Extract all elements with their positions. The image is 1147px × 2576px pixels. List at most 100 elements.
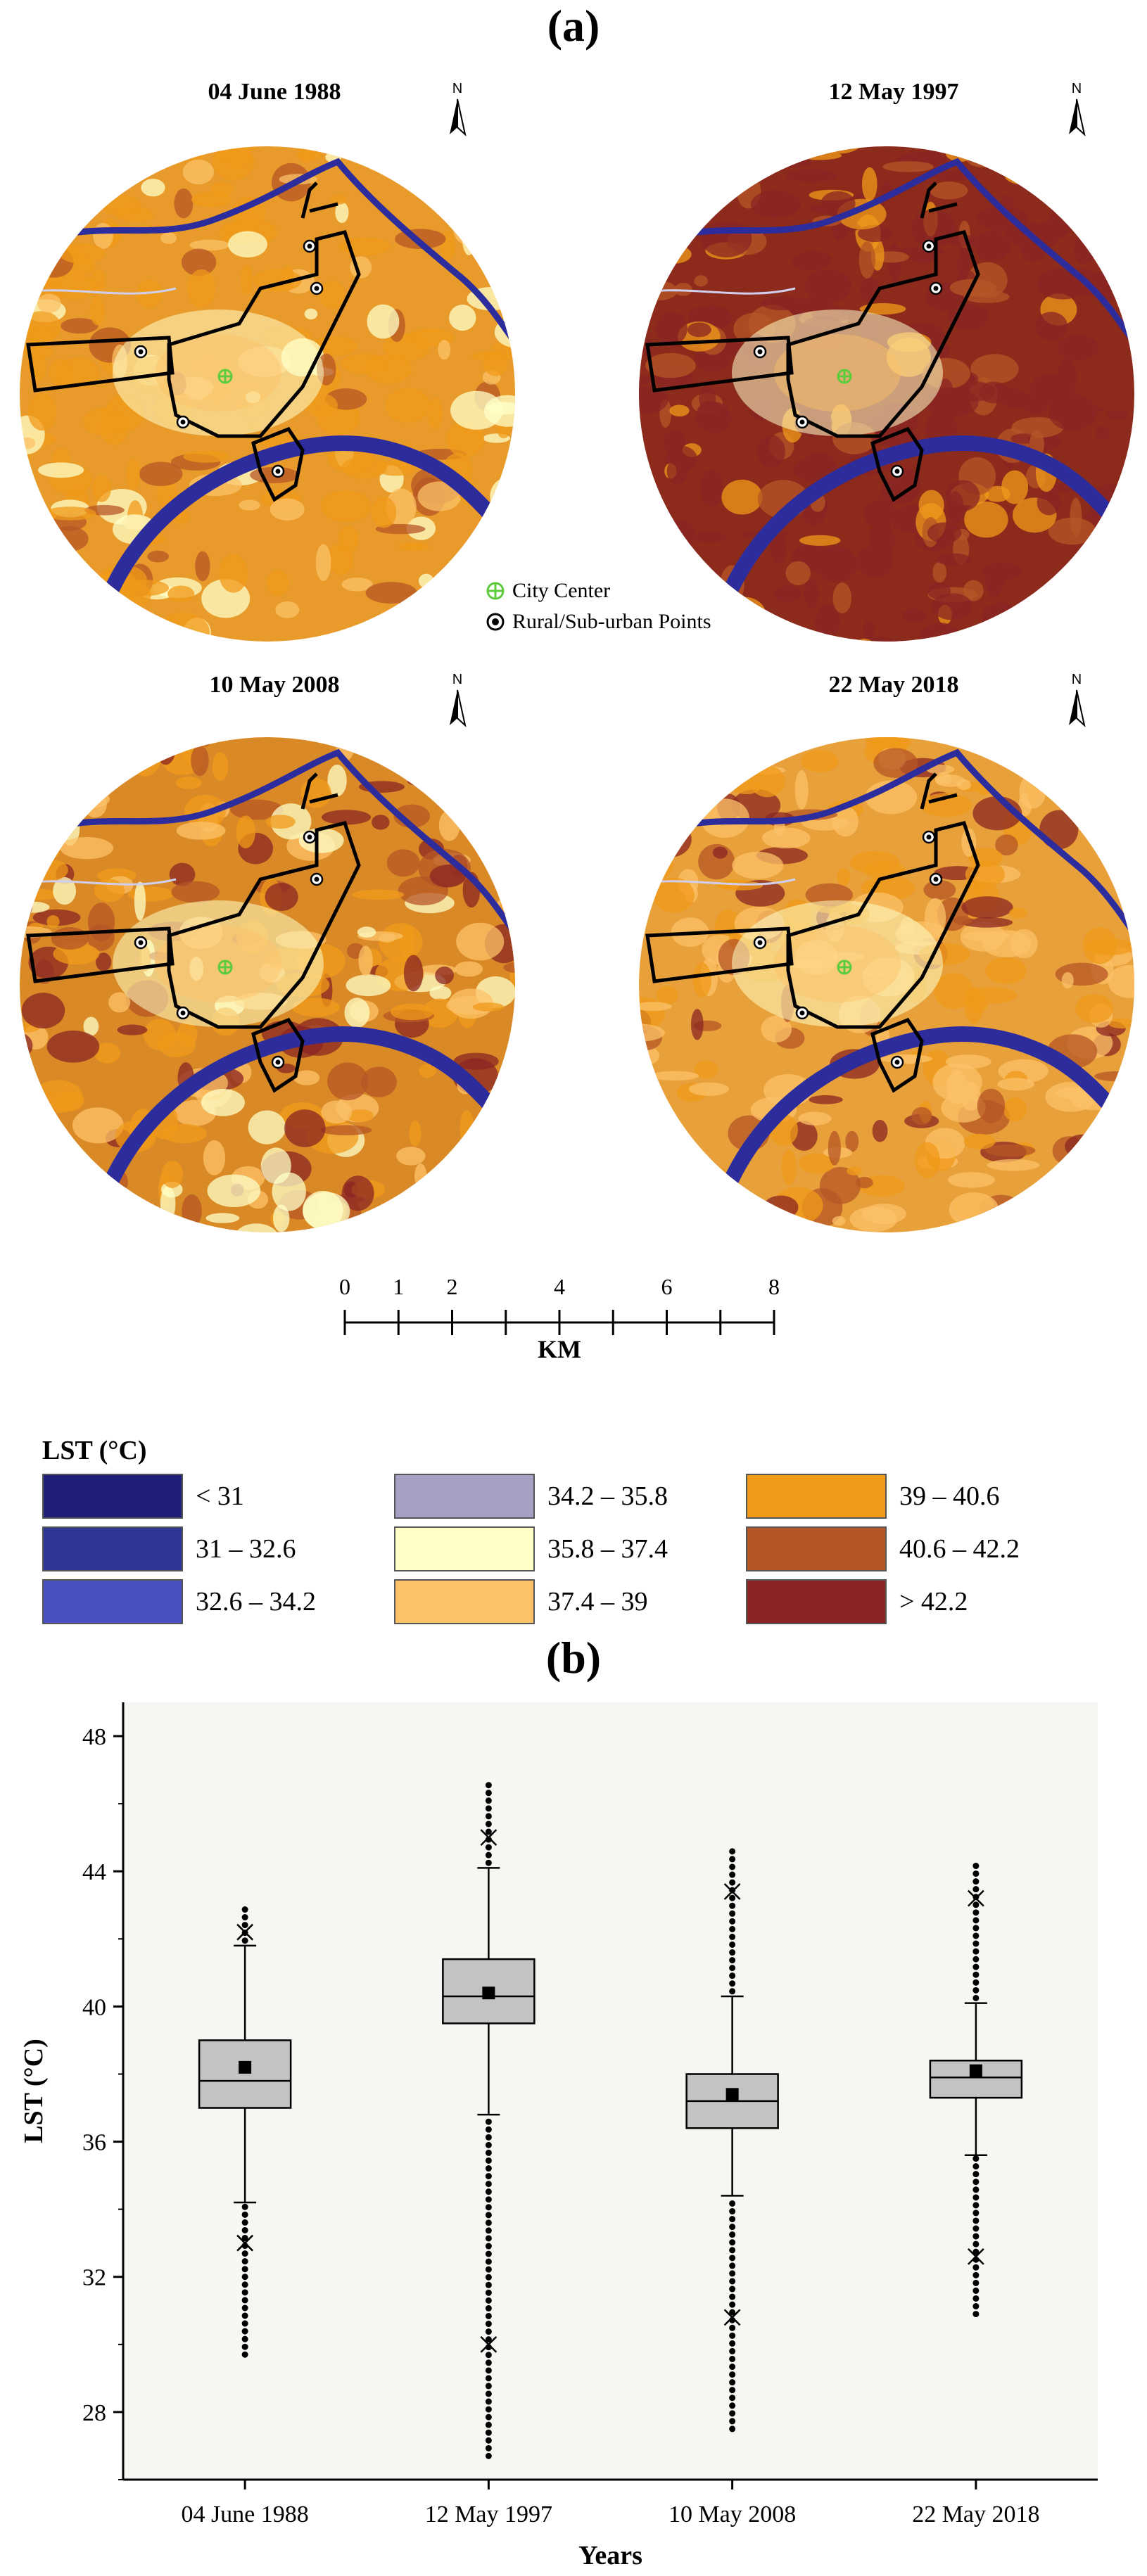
outlier-point	[485, 2126, 492, 2133]
outlier-point	[485, 2219, 492, 2226]
outlier-point	[972, 2279, 980, 2286]
outlier-point	[729, 2387, 736, 2394]
outlier-point	[485, 2149, 492, 2156]
river	[84, 435, 515, 642]
north-label: N	[1071, 672, 1082, 687]
outlier-point	[485, 2437, 492, 2444]
map-title-2018: 22 May 2018	[828, 672, 959, 698]
suburb-boundary	[251, 426, 305, 502]
outlier-point	[729, 1941, 736, 1948]
outlier-point	[729, 1848, 736, 1855]
city-center-icon	[486, 581, 505, 601]
x-tick-label: 22 May 2018	[912, 2501, 1039, 2527]
outlier-point	[485, 2134, 492, 2141]
outlier-point	[241, 2289, 248, 2296]
outlier-point	[485, 2235, 492, 2242]
scale-tick-label: 8	[768, 1274, 780, 1299]
outlier-point	[729, 2278, 736, 2285]
y-axis-label: LST (°C)	[19, 2039, 49, 2143]
lst-legend-label: 35.8 – 37.4	[547, 1534, 668, 1564]
outlier-point	[241, 2234, 248, 2241]
outlier-point	[729, 2301, 736, 2308]
river	[639, 748, 1134, 952]
city-boundary	[786, 230, 980, 438]
district-boundary	[26, 336, 175, 393]
outlier-point	[729, 2309, 736, 2316]
north-arrow-icon: N	[1063, 81, 1091, 144]
lst-boxplot: 28 32 36 40 44 48 04 June 1988 12 May 1997 10 Ma…	[19, 1702, 1098, 2570]
outlier-point	[972, 1940, 980, 1947]
lst-legend-swatch	[746, 1474, 887, 1519]
north-label: N	[452, 81, 463, 96]
percentile-marker	[967, 2248, 984, 2265]
scale-unit-label: KM	[538, 1335, 581, 1363]
outlier-point	[485, 2312, 492, 2319]
outlier-point	[485, 1790, 492, 1797]
lst-legend-label: 34.2 – 35.8	[547, 1481, 668, 1511]
suburb-boundary	[870, 1017, 924, 1093]
x-axis-label: Years	[578, 2541, 642, 2570]
district-boundary	[645, 926, 794, 983]
outlier-point	[729, 2293, 736, 2300]
outlier-point	[485, 2321, 492, 2328]
city-boundary	[167, 230, 361, 438]
outlier-point	[485, 2266, 492, 2273]
outlier-point	[729, 2371, 736, 2378]
percentile-marker	[723, 2309, 741, 2326]
outlier-point	[485, 1797, 492, 1804]
lst-legend-item: < 31	[42, 1474, 244, 1519]
rural-points-label: Rural/Sub-urban Points	[512, 610, 711, 633]
outlier-point	[729, 2347, 736, 2354]
scale-tick-label: 4	[554, 1274, 565, 1299]
outlier-point	[729, 1972, 736, 1979]
percentile-marker	[236, 1923, 254, 1941]
map-title-2008: 10 May 2008	[209, 672, 340, 698]
outlier-point	[972, 2233, 980, 2240]
lst-legend-title: LST (°C)	[42, 1436, 147, 1465]
outlier-point	[485, 1782, 492, 1789]
outlier-point	[729, 2255, 736, 2262]
outlier-point	[972, 1932, 980, 1939]
outlier-point	[972, 2303, 980, 2310]
outlier-point	[729, 2395, 736, 2402]
x-tick-label: 10 May 2008	[668, 2501, 796, 2527]
outlier-point	[729, 2332, 736, 2339]
mean-marker	[969, 2064, 982, 2077]
outlier-point	[729, 2208, 736, 2215]
outlier-point	[485, 2188, 492, 2195]
box	[929, 2060, 1023, 2099]
outlier-point	[972, 1886, 980, 1893]
outlier-point	[485, 2243, 492, 2250]
outlier-point	[972, 2186, 980, 2193]
lst-map-2008	[20, 737, 515, 1232]
district-boundary	[645, 336, 794, 393]
outlier-point	[972, 2179, 980, 2186]
river	[703, 1026, 1134, 1232]
outlier-point	[485, 2352, 492, 2359]
outlier-point	[972, 2202, 980, 2209]
outlier-point	[485, 1805, 492, 1812]
lst-map-2018	[639, 737, 1134, 1232]
outlier-point	[972, 2264, 980, 2271]
outlier-point	[729, 1965, 736, 1972]
outlier-point	[241, 2320, 248, 2327]
suburb-boundary	[870, 426, 924, 502]
outlier-point	[729, 1902, 736, 1909]
outlier-point	[485, 2444, 492, 2451]
mean-marker	[725, 2088, 739, 2101]
district-boundary	[26, 926, 175, 983]
outlier-point	[729, 2262, 736, 2269]
lst-legend-swatch	[42, 1526, 183, 1571]
city-center-label: City Center	[512, 579, 611, 602]
lst-map-1997	[639, 146, 1134, 642]
river	[20, 748, 515, 952]
outlier-point	[972, 2194, 980, 2201]
lst-legend-item: > 42.2	[746, 1579, 968, 1624]
outlier-point	[485, 2258, 492, 2265]
lst-legend-item: 32.6 – 34.2	[42, 1579, 316, 1624]
outlier-point	[241, 2312, 248, 2319]
outlier-point	[485, 1828, 492, 1835]
percentile-marker	[723, 1883, 741, 1900]
outlier-point	[485, 2429, 492, 2436]
outlier-point	[972, 2248, 980, 2255]
